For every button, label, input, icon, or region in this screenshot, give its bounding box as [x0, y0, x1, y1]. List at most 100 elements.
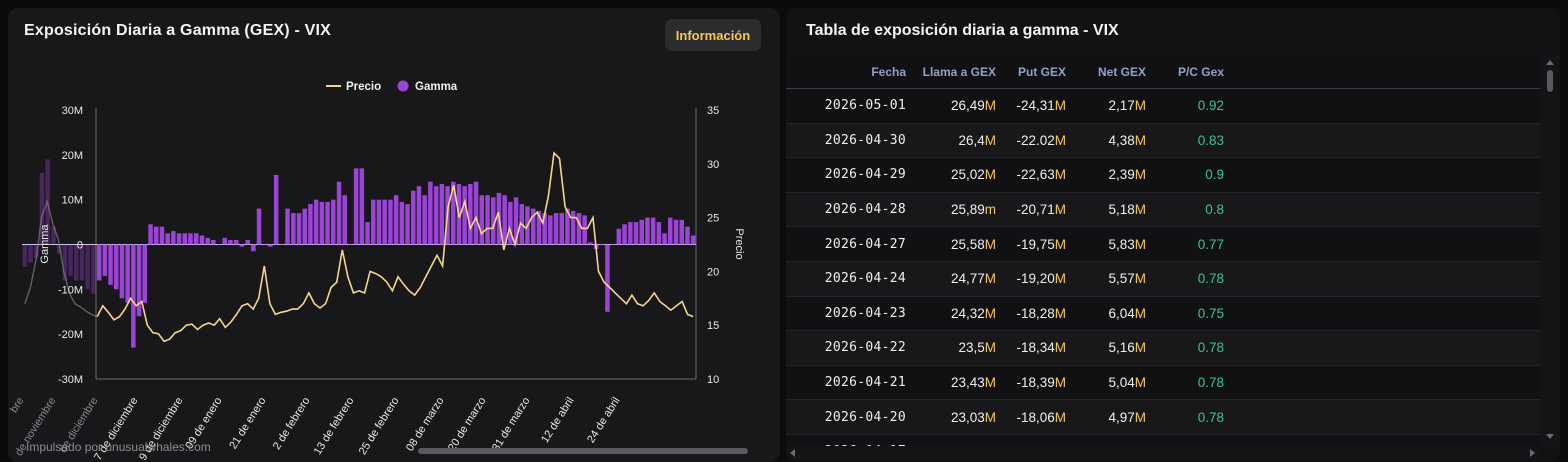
scroll-up-arrow-icon[interactable]	[1546, 60, 1554, 65]
date-value: 2026-04-24	[824, 271, 906, 287]
cell-date: 2026-04-28	[786, 192, 916, 228]
date-value: 2026-04-17	[825, 444, 906, 446]
gamma-bar	[673, 219, 679, 245]
col-header-date[interactable]: Fecha	[786, 56, 916, 89]
pc-gex-value: 0.78	[1197, 409, 1224, 425]
chart-horizontal-scrollbar[interactable]	[418, 448, 748, 454]
x-tick-label: 31 de marzo	[490, 395, 533, 453]
gamma-bar	[342, 195, 347, 245]
gamma-bar	[599, 244, 604, 245]
table-row[interactable]: 2026-04-23 24,32M -18,28M 6,04M 0.75	[786, 296, 1540, 332]
gamma-bar	[656, 222, 662, 245]
unit: M	[1054, 375, 1066, 391]
scroll-left-arrow-icon[interactable]	[790, 449, 795, 457]
cell-date: 2026-04-21	[786, 365, 916, 401]
col-header-pc-gex[interactable]: P/C Gex	[1156, 56, 1234, 89]
y-left-tick-label: -30M	[58, 374, 83, 386]
pc-gex-value: 0.82	[1198, 444, 1224, 446]
table-row[interactable]: 2026-04-27 25,58M -19,75M 5,83M 0.77	[786, 226, 1540, 262]
net-gex-value: 5,83	[1108, 236, 1135, 252]
table-panel-title: Tabla de exposición diaria a gamma - VIX	[806, 22, 1119, 39]
table-scroll-thumb[interactable]	[1547, 70, 1553, 92]
scroll-down-arrow-icon[interactable]	[1546, 434, 1554, 439]
gamma-bar	[582, 215, 587, 245]
cell-call-gex: 23,43M	[916, 365, 1006, 401]
gamma-bar	[171, 231, 176, 245]
gamma-bar	[331, 199, 336, 245]
table-row[interactable]: 2026-04-28 25,89m -20,71M 5,18M 0.8	[786, 192, 1540, 228]
net-gex-value: 5,16	[1108, 340, 1135, 356]
gamma-bar	[428, 181, 433, 245]
gamma-bar	[165, 233, 170, 245]
table-vertical-scrollbar[interactable]	[1540, 56, 1560, 446]
cell-date: 2026-05-01	[786, 88, 916, 124]
information-button[interactable]: Información	[665, 19, 761, 51]
gamma-bar	[188, 233, 193, 245]
table-row[interactable]: 2026-04-21 23,43M -18,39M 5,04M 0.78	[786, 365, 1540, 401]
powered-by-label: Impulsado por unusualwhales.com	[26, 440, 211, 454]
col-header-net-gex[interactable]: Net GEX	[1076, 56, 1156, 89]
powered-by-text: Impulsado por unusualwhales.com	[26, 440, 211, 454]
cell-spacer	[1234, 226, 1540, 262]
table-row[interactable]: 2026-04-1721,91M-18,00M3,91M0.82	[786, 434, 1540, 446]
cell-put-gex: -19,20M	[1006, 261, 1076, 297]
col-header-call-gex[interactable]: Llama a GEX	[916, 56, 1006, 89]
table-row[interactable]: 2026-04-20 23,03M -18,06M 4,97M 0.78	[786, 399, 1540, 435]
unit: M	[1054, 202, 1066, 218]
gamma-bar	[473, 181, 479, 245]
unit: M	[984, 340, 996, 356]
gamma-bar	[302, 208, 307, 245]
gamma-bar	[605, 244, 610, 312]
legend-gamma-label: Gamma	[415, 81, 458, 93]
table-row[interactable]: 2026-04-29 25,02M -22,63M 2,39M 0.9	[786, 157, 1540, 193]
pc-gex-value: 0.9	[1205, 167, 1224, 183]
y-left-tick-label: 20M	[62, 150, 83, 162]
gamma-bar	[639, 219, 644, 245]
unit: M	[985, 444, 996, 446]
table-row[interactable]: 2026-04-22 23,5M -18,34M 5,16M 0.78	[786, 330, 1540, 366]
unit: M	[984, 271, 996, 287]
cell-put-gex: -18,39M	[1006, 365, 1076, 401]
scroll-right-arrow-icon[interactable]	[1530, 449, 1535, 457]
cell-pc-gex: 0.78	[1156, 365, 1234, 401]
gamma-bar	[256, 208, 262, 245]
gamma-bar	[536, 210, 542, 245]
cell-pc-gex: 0.75	[1156, 296, 1234, 332]
gamma-bar	[359, 168, 365, 245]
cell-date: 2026-04-17	[786, 434, 916, 446]
gamma-bar	[199, 235, 205, 245]
gamma-bar	[559, 213, 564, 245]
gamma-bar	[68, 244, 73, 276]
y-left-tick-label: -10M	[58, 284, 83, 296]
gamma-bar	[588, 242, 593, 245]
col-header-put-gex[interactable]: Put GEX	[1006, 56, 1076, 89]
cell-date: 2026-04-22	[786, 330, 916, 366]
gamma-bar	[85, 244, 90, 290]
gamma-bar	[462, 186, 467, 245]
gamma-bar	[353, 168, 359, 245]
pc-gex-value: 0.78	[1197, 375, 1224, 391]
cell-spacer	[1234, 192, 1540, 228]
gex-table-scroll-area[interactable]: Fecha Llama a GEX Put GEX Net GEX P/C Ge…	[786, 56, 1540, 446]
put-gex-value: -18,28	[1016, 305, 1055, 321]
gamma-bar	[376, 199, 382, 245]
call-gex-value: 26,4	[958, 132, 985, 148]
unit: M	[1054, 340, 1066, 356]
table-row[interactable]: 2026-05-01 26,49M -24,31M 2,17M 0.92	[786, 88, 1540, 124]
table-row[interactable]: 2026-04-24 24,77M -19,20M 5,57M 0.78	[786, 261, 1540, 297]
table-row[interactable]: 2026-04-30 26,4M -22.02M 4,38M 0.83	[786, 123, 1540, 159]
call-gex-value: 23,43	[950, 375, 985, 391]
unit: M	[984, 375, 996, 391]
gex-chart[interactable]: 30M 20M 10M 0 -10M -20M -30M 35 30 25 20 15 10 Gamma P…	[8, 8, 780, 462]
cell-call-gex: 23,5M	[916, 330, 1006, 366]
unit: M	[1054, 167, 1066, 183]
x-tick-label: 25 de febrero	[357, 395, 402, 457]
gex-table-panel: Tabla de exposición diaria a gamma - VIX…	[786, 8, 1560, 462]
gamma-bar	[291, 213, 296, 245]
gamma-bar	[102, 244, 108, 276]
table-horizontal-scrollbar[interactable]	[786, 446, 1540, 460]
put-gex-value: -22,63	[1016, 167, 1055, 183]
gamma-bar	[645, 217, 650, 245]
cell-put-gex: -18,00M	[1006, 434, 1076, 446]
gamma-bar	[194, 233, 199, 245]
